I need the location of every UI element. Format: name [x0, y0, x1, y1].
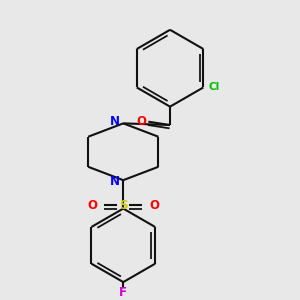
- Text: N: N: [110, 175, 120, 188]
- Text: N: N: [110, 115, 120, 128]
- Text: O: O: [149, 199, 159, 212]
- Text: O: O: [87, 199, 97, 212]
- Text: O: O: [136, 115, 147, 128]
- Text: F: F: [119, 286, 127, 298]
- Text: Cl: Cl: [208, 82, 220, 92]
- Text: S: S: [119, 199, 128, 212]
